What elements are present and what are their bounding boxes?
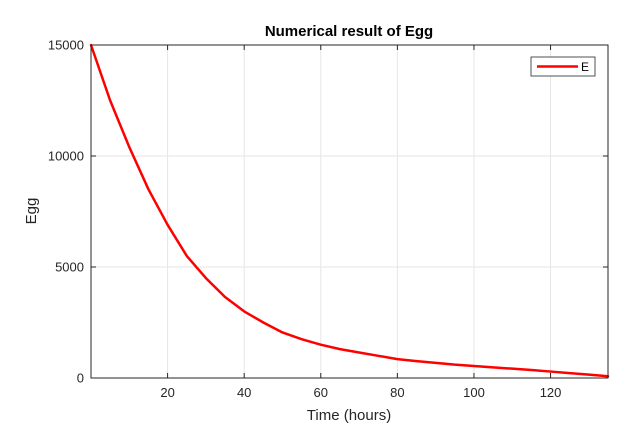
legend: E xyxy=(530,56,596,77)
y-tick-label: 5000 xyxy=(55,260,84,275)
y-tick-label: 0 xyxy=(77,371,84,386)
x-tick-label: 80 xyxy=(390,385,404,400)
x-axis-label: Time (hours) xyxy=(307,407,391,424)
plot-area-border xyxy=(90,44,609,379)
x-tick-label: 120 xyxy=(540,385,562,400)
x-tick-label: 20 xyxy=(160,385,174,400)
series-layer xyxy=(89,43,610,378)
axis-ticks: 20 40 60 80 100 120 0 5000 10000 15000 xyxy=(48,38,608,400)
x-tick-label: 100 xyxy=(463,385,485,400)
legend-label-e: E xyxy=(581,60,589,74)
y-tick-label: 15000 xyxy=(48,38,84,53)
series-line-e xyxy=(89,43,610,378)
x-tick-label: 60 xyxy=(314,385,328,400)
x-tick-label: 40 xyxy=(237,385,251,400)
chart-title: Numerical result of Egg xyxy=(265,23,433,40)
y-axis-label: Egg xyxy=(23,198,40,225)
y-tick-label: 10000 xyxy=(48,149,84,164)
plot-area-background xyxy=(91,45,608,378)
